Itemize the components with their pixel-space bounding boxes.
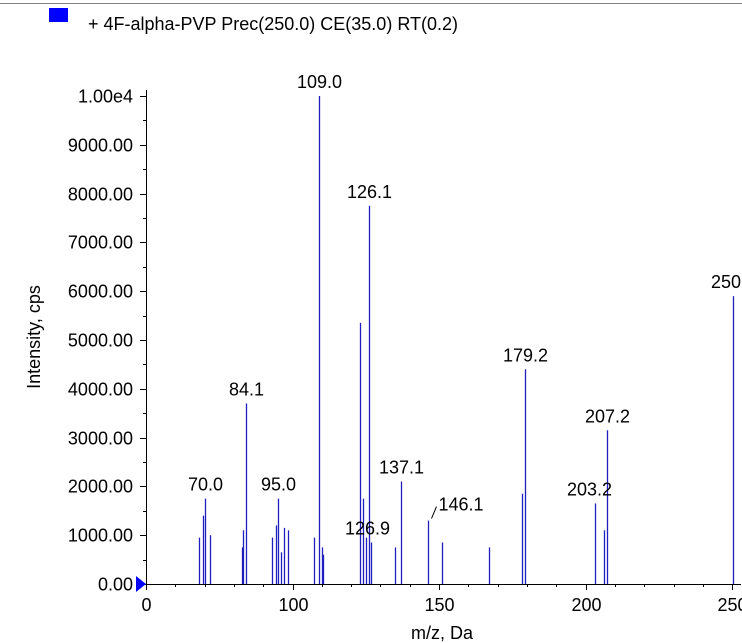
y-axis-label: Intensity, cps	[24, 285, 44, 389]
peak-leader-line	[431, 506, 437, 519]
x-tick-label: 250	[717, 595, 742, 615]
threshold-marker	[136, 576, 146, 592]
peaks	[198, 96, 735, 584]
peak-label: 70.0	[188, 475, 223, 495]
y-ticks: 0.00 1000.00 2000.00 3000.00 4000.00 5000.00 6…	[68, 87, 146, 595]
peak-labels: 70.0 84.1 95.0 109.0 126.1 126.9 137.1 146.1 179…	[188, 72, 742, 539]
legend: + 4F-alpha-PVP Prec(250.0) CE(35.0) RT(0…	[49, 8, 458, 34]
peak-label: 207.2	[585, 406, 630, 426]
peak-label: 203.2	[567, 479, 612, 499]
x-tick-label: 0	[141, 595, 151, 615]
y-tick-label: 6000.00	[68, 282, 133, 302]
chart-title: + 4F-alpha-PVP Prec(250.0) CE(35.0) RT(0…	[88, 14, 458, 34]
peak-label: 137.1	[379, 458, 424, 478]
y-tick-label: 3000.00	[68, 429, 133, 449]
y-tick-label: 4000.00	[68, 380, 133, 400]
peak-label: 179.2	[503, 345, 548, 365]
peak-label: 84.1	[229, 379, 264, 399]
y-tick-label: 1.00e4	[78, 87, 133, 107]
y-tick-label: 5000.00	[68, 331, 133, 351]
peak-label: 146.1	[439, 495, 484, 515]
x-axis-label: m/z, Da	[411, 623, 474, 643]
peak-label: 250.3	[711, 272, 742, 292]
x-tick-label: 200	[571, 595, 601, 615]
y-tick-label: 0.00	[98, 575, 133, 595]
peak-label: 109.0	[297, 72, 342, 92]
peak-label: 126.1	[347, 182, 392, 202]
x-tick-label: 150	[424, 595, 454, 615]
y-tick-label: 1000.00	[68, 526, 133, 546]
x-tick-label: 100	[278, 595, 308, 615]
y-tick-label: 7000.00	[68, 233, 133, 253]
axes: 0.00 1000.00 2000.00 3000.00 4000.00 5000.00 6…	[68, 87, 742, 616]
y-tick-label: 8000.00	[68, 185, 133, 205]
legend-swatch	[49, 8, 68, 22]
y-tick-label: 9000.00	[68, 136, 133, 156]
x-ticks: 0 100 150 200 250	[141, 584, 742, 615]
peak-label: 126.9	[345, 519, 390, 539]
y-tick-label: 2000.00	[68, 477, 133, 497]
peak-label: 95.0	[261, 475, 296, 495]
